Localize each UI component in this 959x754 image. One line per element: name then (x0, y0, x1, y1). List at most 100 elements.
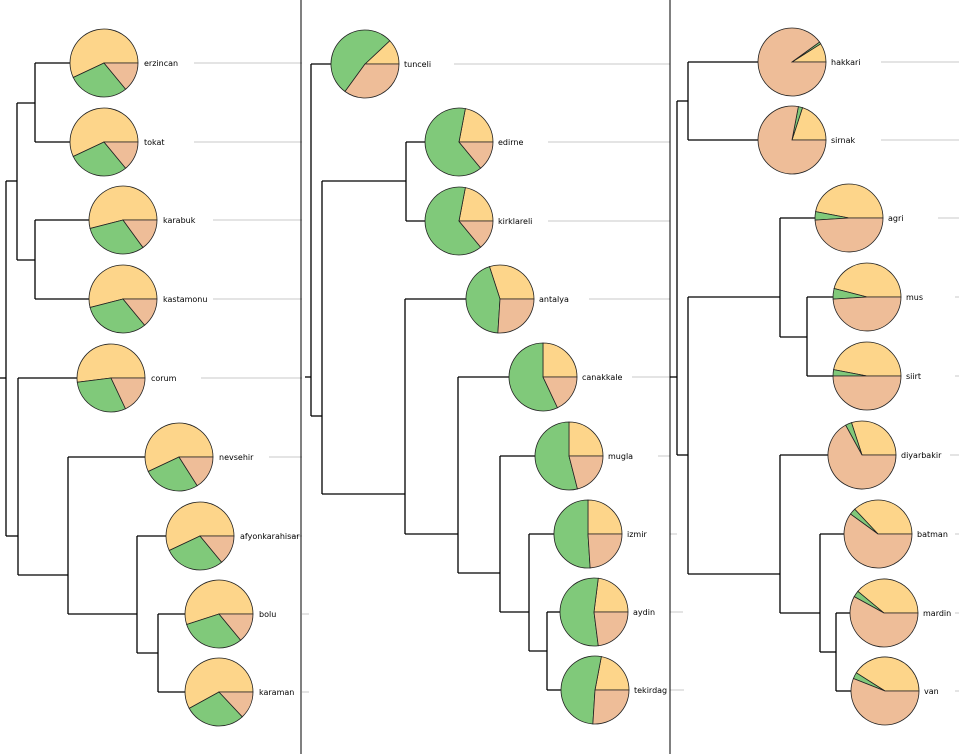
pie-slice-mugla-3 (568, 455, 604, 490)
pie-slice-mardin-1 (857, 578, 919, 614)
leaf-label-karabuk: karabuk (163, 216, 196, 225)
pie-mardin (849, 578, 919, 648)
pie-slice-van-3 (850, 677, 920, 726)
pie-slice-mus-1 (833, 262, 902, 298)
leaf-label-sirnak: sirnak (831, 136, 856, 145)
leaf-label-erzincan: erzincan (144, 59, 178, 68)
leaf-label-antalya: antalya (539, 295, 569, 304)
leaf-label-canakkale: canakkale (582, 373, 623, 382)
pie-slice-nevsehir-1 (144, 422, 214, 473)
leaf-label-tekirdag: tekirdag (634, 686, 667, 695)
leaf-label-kirklareli: kirklareli (498, 217, 532, 226)
leaf-label-edirne: edirne (498, 138, 523, 147)
leaf-label-van: van (924, 687, 939, 696)
pie-mugla (534, 421, 604, 491)
leaf-label-izmir: izmir (627, 530, 647, 539)
leaf-label-afyonkarahisar: afyonkarahisar (240, 532, 300, 541)
leaf-label-corum: corum (151, 374, 177, 383)
pie-tekirdag (560, 655, 630, 725)
guide-lines (194, 61, 959, 693)
tree-branches (0, 61, 851, 693)
pie-slice-karaman-2 (188, 691, 243, 727)
leaf-label-tokat: tokat (144, 138, 165, 147)
leaf-label-nevsehir: nevsehir (219, 453, 254, 462)
pie-slice-diyarbakir-1 (850, 420, 897, 456)
pie-slice-kastamonu-1 (88, 264, 158, 308)
leaf-label-batman: batman (917, 530, 948, 539)
pie-corum (76, 343, 146, 413)
pie-slice-corum-1 (76, 343, 146, 383)
pie-antalya (465, 264, 535, 334)
pie-aydin (559, 577, 629, 647)
pie-slice-canakkale-3 (542, 376, 578, 409)
pie-slice-karaman-1 (184, 657, 254, 709)
pie-slice-karaman-3 (218, 691, 254, 718)
pie-slice-siirt-3 (832, 375, 902, 411)
pie-slice-mus-3 (832, 296, 902, 332)
pie-slice-batman-1 (854, 499, 913, 535)
pie-slice-tunceli-2 (330, 29, 391, 93)
pie-agri (814, 183, 884, 253)
pie-izmir (553, 499, 623, 569)
leaf-label-diyarbakir: diyarbakir (901, 451, 942, 460)
pie-slice-agri-3 (814, 217, 884, 253)
pie-slice-kirklareli-1 (458, 187, 494, 222)
pie-mus (832, 262, 902, 332)
pie-slice-tokat-3 (103, 141, 139, 169)
pie-slice-karabuk-1 (88, 185, 158, 229)
pie-markers (69, 27, 920, 727)
pie-karaman (184, 657, 254, 727)
pie-slice-afyonkarahisar-1 (165, 501, 235, 552)
pie-slice-antalya-2 (465, 266, 501, 334)
pie-slice-kastamonu-2 (89, 298, 146, 334)
leaf-label-mus: mus (906, 293, 923, 302)
pie-diyarbakir (827, 420, 897, 490)
pie-slice-canakkale-1 (542, 342, 578, 378)
leaf-label-mugla: mugla (608, 452, 633, 461)
pie-slice-izmir-3 (587, 533, 623, 569)
leaf-label-agri: agri (888, 214, 904, 223)
pie-kirklareli (424, 186, 494, 256)
pie-slice-corum-2 (76, 377, 127, 413)
pie-slice-karabuk-2 (89, 219, 144, 255)
leaf-label-bolu: bolu (259, 610, 276, 619)
pie-tunceli (330, 29, 400, 99)
pie-slice-aydin-3 (593, 611, 629, 647)
pie-slice-siirt-1 (833, 341, 902, 377)
pie-slice-edirne-1 (458, 108, 494, 143)
pie-slice-bolu-2 (186, 613, 242, 649)
leaf-label-tunceli: tunceli (404, 60, 431, 69)
pie-tokat (69, 107, 139, 177)
pie-slice-edirne-2 (424, 107, 482, 177)
pie-slice-erzincan-2 (72, 62, 127, 98)
pie-slice-aydin-1 (593, 577, 629, 613)
pie-slice-bolu-3 (218, 613, 254, 641)
pie-slice-afyonkarahisar-2 (168, 535, 223, 571)
pie-slice-edirne-3 (458, 141, 494, 169)
pie-karabuk (88, 185, 158, 255)
pie-slice-izmir-2 (553, 499, 591, 569)
pie-slice-diyarbakir-3 (827, 424, 897, 490)
leaf-label-siirt: siirt (906, 372, 921, 381)
pie-slice-karabuk-3 (122, 219, 158, 249)
pie-slice-afyonkarahisar-3 (199, 535, 235, 563)
pie-slice-tekirdag-1 (594, 656, 630, 691)
leaf-labels: erzincan tokat karabuk kastamonu corum nevseh… (144, 58, 951, 697)
pie-bolu (184, 579, 254, 649)
pie-canakkale (508, 342, 578, 412)
pie-slice-kastamonu-3 (122, 298, 158, 326)
pie-slice-mugla-1 (568, 421, 604, 457)
pie-slice-hakkari-3 (757, 27, 827, 97)
pie-slice-nevsehir-3 (178, 456, 214, 487)
pie-kastamonu (88, 264, 158, 334)
pie-slice-sirnak-1 (791, 107, 827, 141)
pie-slice-tekirdag-2 (560, 655, 602, 725)
pie-slice-tunceli-3 (344, 63, 400, 99)
panel-dividers (300, 0, 671, 754)
pie-slice-aydin-2 (559, 577, 599, 647)
pie-slice-erzincan-3 (103, 62, 139, 90)
pie-edirne (424, 107, 494, 177)
leaf-label-karaman: karaman (259, 688, 294, 697)
pie-slice-kirklareli-3 (458, 220, 494, 248)
